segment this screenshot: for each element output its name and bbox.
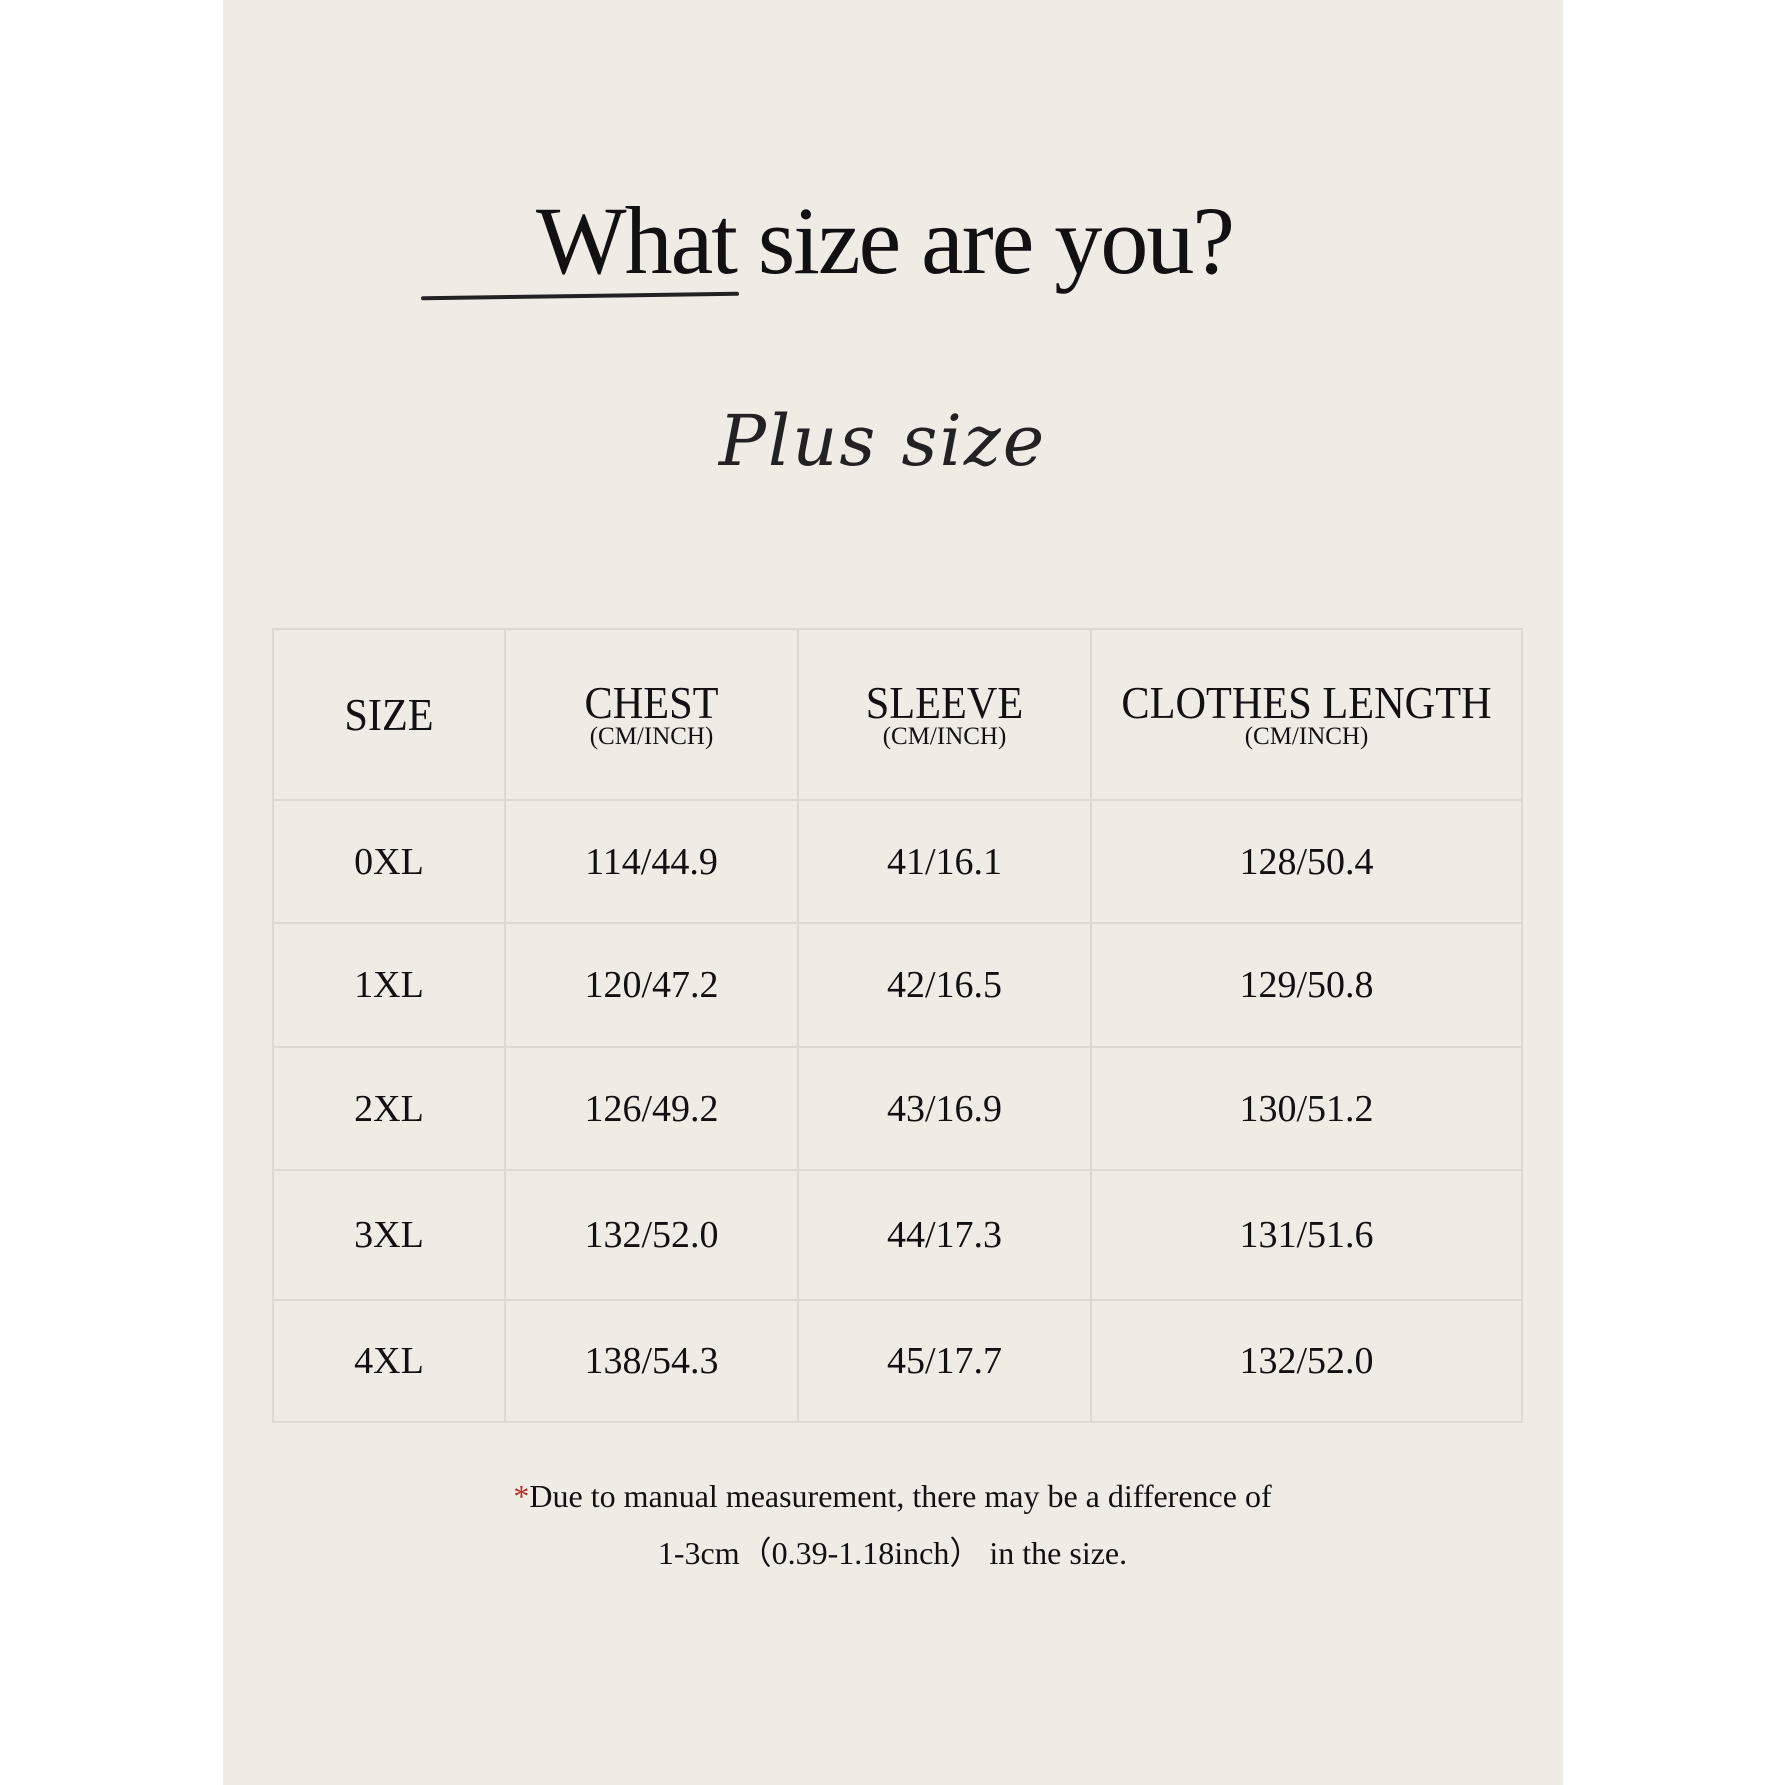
header-chest: CHEST (CM/INCH)	[504, 628, 799, 801]
table-row: 1XL 120/47.2 42/16.5 129/50.8	[272, 922, 1523, 1048]
cell-chest: 126/49.2	[504, 1046, 799, 1171]
measurement-note-line1: *Due to manual measurement, there may be…	[0, 1478, 1785, 1515]
cell-chest: 132/52.0	[504, 1169, 799, 1301]
header-label: SLEEVE	[865, 676, 1024, 728]
cell-size: 1XL	[272, 922, 506, 1048]
measurement-note-line2: 1-3cm（0.39-1.18inch） in the size.	[657, 1535, 1128, 1571]
header-unit: (CM/INCH)	[1244, 722, 1369, 750]
header-unit: (CM/INCH)	[882, 722, 1007, 750]
header-sleeve: SLEEVE (CM/INCH)	[797, 628, 1092, 801]
cell-size: 0XL	[272, 799, 506, 924]
cell-size: 2XL	[272, 1046, 506, 1171]
cell-sleeve: 45/17.7	[797, 1299, 1092, 1423]
table-row: 4XL 138/54.3 45/17.7 132/52.0	[272, 1299, 1523, 1423]
cell-length: 132/52.0	[1090, 1299, 1523, 1423]
cell-chest: 138/54.3	[504, 1299, 799, 1423]
header-size: SIZE	[272, 628, 506, 801]
size-table: SIZE CHEST (CM/INCH) SLEEVE (CM/INCH) CLOT…	[272, 628, 1523, 1423]
header-clothes-length: CLOTHES LENGTH (CM/INCH)	[1090, 628, 1523, 801]
cell-chest: 120/47.2	[504, 922, 799, 1048]
page-title: What size are you?	[536, 187, 1235, 294]
table-row: 0XL 114/44.9 41/16.1 128/50.4	[272, 799, 1523, 924]
header-label: CLOTHES LENGTH	[1121, 676, 1492, 728]
table-row: 3XL 132/52.0 44/17.3 131/51.6	[272, 1169, 1523, 1301]
asterisk: *	[513, 1478, 530, 1514]
header-label: CHEST	[584, 676, 719, 728]
cell-sleeve: 42/16.5	[797, 922, 1092, 1048]
subtitle-script: Plus size	[718, 400, 1047, 482]
cell-sleeve: 41/16.1	[797, 799, 1092, 924]
header-label: SIZE	[344, 688, 434, 740]
cell-chest: 114/44.9	[504, 799, 799, 924]
cell-sleeve: 43/16.9	[797, 1046, 1092, 1171]
table-row: 2XL 126/49.2 43/16.9 130/51.2	[272, 1046, 1523, 1171]
cell-length: 131/51.6	[1090, 1169, 1523, 1301]
cell-length: 129/50.8	[1090, 922, 1523, 1048]
cell-size: 4XL	[272, 1299, 506, 1423]
note-text: Due to manual measurement, there may be …	[529, 1478, 1272, 1514]
cell-sleeve: 44/17.3	[797, 1169, 1092, 1301]
cell-size: 3XL	[272, 1169, 506, 1301]
header-row: SIZE CHEST (CM/INCH) SLEEVE (CM/INCH) CLOT…	[272, 628, 1523, 801]
cell-length: 128/50.4	[1090, 799, 1523, 924]
cell-length: 130/51.2	[1090, 1046, 1523, 1171]
header-unit: (CM/INCH)	[589, 722, 714, 750]
